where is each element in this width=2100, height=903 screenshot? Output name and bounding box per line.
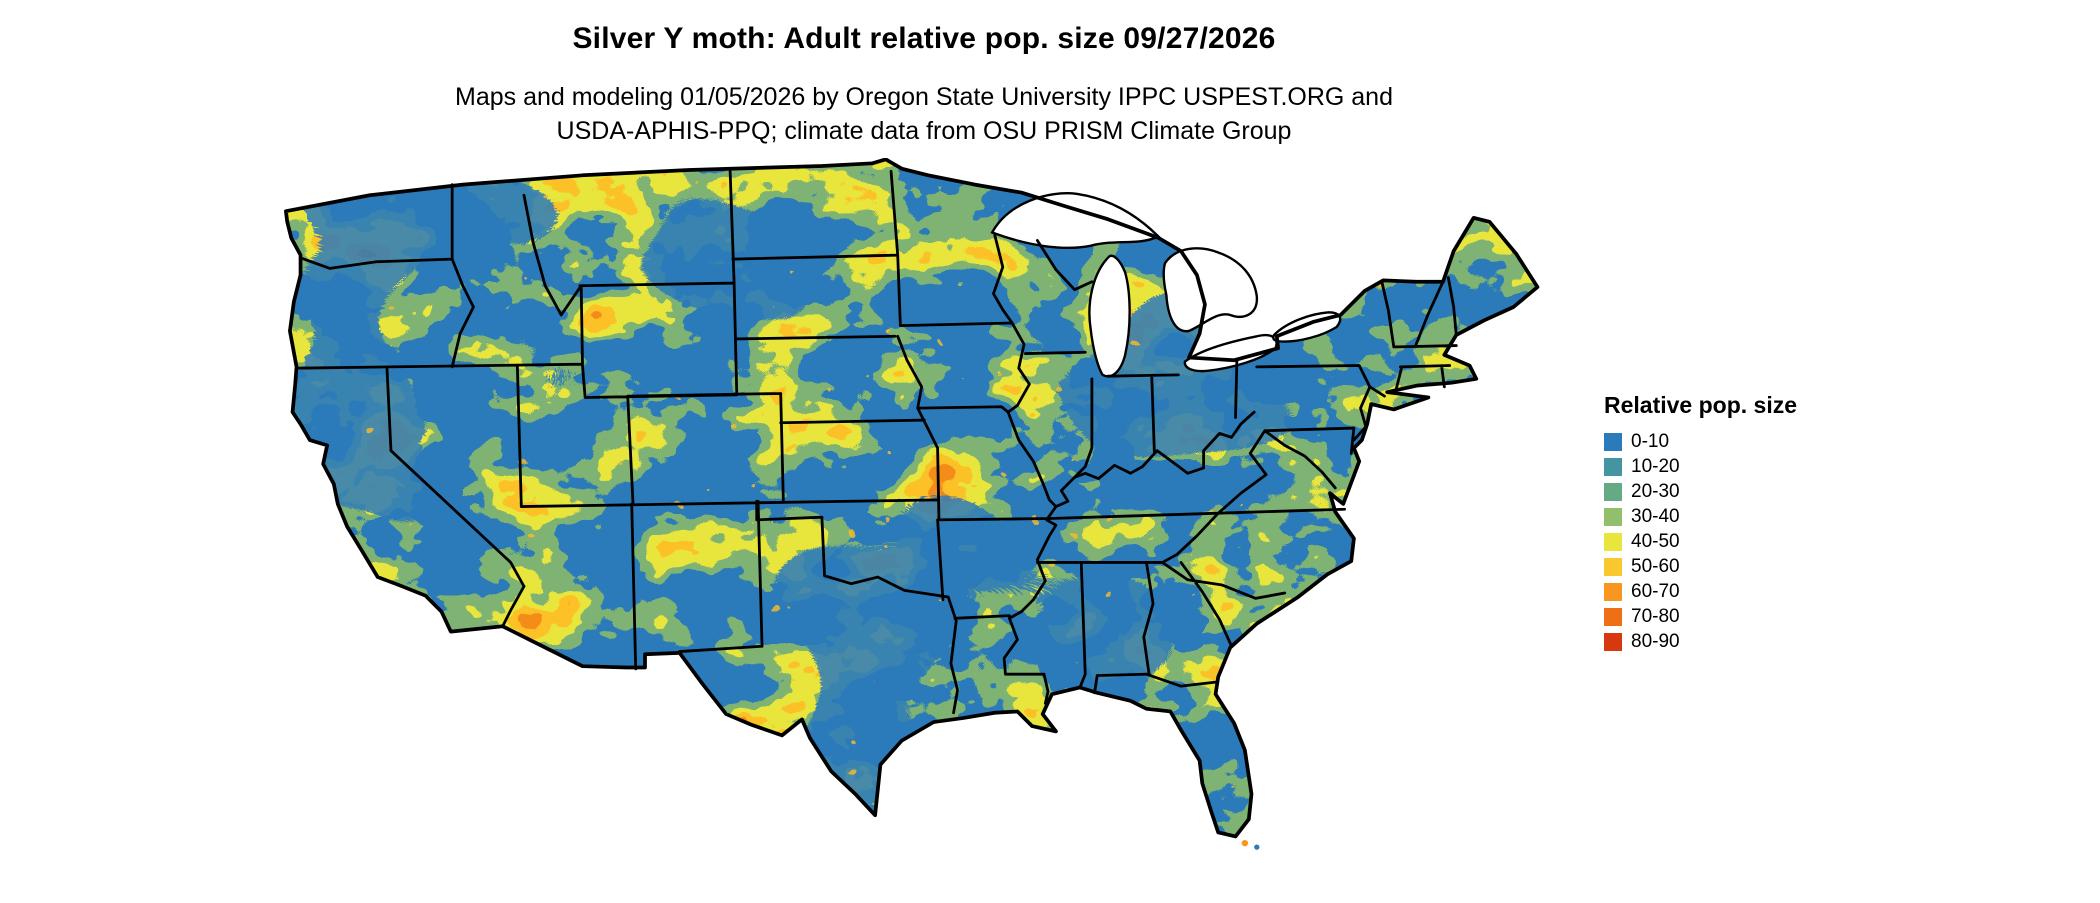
legend-swatch	[1604, 632, 1622, 651]
legend-item: 60-70	[1604, 579, 1797, 604]
subtitle-line-2: USDA-APHIS-PPQ; climate data from OSU PR…	[556, 117, 1292, 145]
legend-item: 0-10	[1604, 429, 1797, 454]
legend-label: 40-50	[1631, 530, 1680, 552]
legend-item: 10-20	[1604, 454, 1797, 479]
conus-outline	[284, 158, 1540, 839]
page-title: Silver Y moth: Adult relative pop. size …	[572, 22, 1276, 55]
us-population-map	[284, 158, 1540, 850]
florida-keys-speck	[1241, 839, 1249, 847]
legend-swatch	[1604, 482, 1622, 501]
legend-label: 0-10	[1631, 430, 1670, 452]
legend-label: 70-80	[1631, 605, 1680, 627]
legend-item: 80-90	[1604, 629, 1797, 654]
legend-item: 50-60	[1604, 554, 1797, 579]
legend-label: 30-40	[1631, 505, 1680, 527]
legend-item: 70-80	[1604, 604, 1797, 629]
lake-michigan	[1088, 254, 1131, 378]
legend-swatch	[1604, 457, 1622, 476]
legend-label: 20-30	[1631, 480, 1680, 502]
legend-swatch	[1604, 607, 1622, 626]
legend-swatch	[1604, 507, 1622, 526]
state-borders	[295, 169, 1458, 715]
map-raster	[285, 159, 1538, 837]
legend-swatch	[1604, 432, 1622, 451]
legend-swatch	[1604, 532, 1622, 551]
legend-swatch	[1604, 557, 1622, 576]
map-legend: Relative pop. size 0-10 10-20 20-30 30-4…	[1604, 392, 1797, 654]
legend-label: 80-90	[1631, 630, 1680, 652]
page-subtitle: Maps and modeling 01/05/2026 by Oregon S…	[0, 80, 1848, 148]
subtitle-line-1: Maps and modeling 01/05/2026 by Oregon S…	[455, 83, 1393, 111]
legend-item: 30-40	[1604, 504, 1797, 529]
legend-item: 40-50	[1604, 529, 1797, 554]
legend-item: 20-30	[1604, 479, 1797, 504]
legend-label: 50-60	[1631, 555, 1680, 577]
legend-label: 10-20	[1631, 455, 1680, 477]
lake-huron	[1162, 247, 1259, 333]
legend-title: Relative pop. size	[1604, 392, 1798, 418]
legend-label: 60-70	[1631, 580, 1680, 602]
florida-keys-speck	[1254, 844, 1260, 850]
legend-swatch	[1604, 582, 1622, 601]
